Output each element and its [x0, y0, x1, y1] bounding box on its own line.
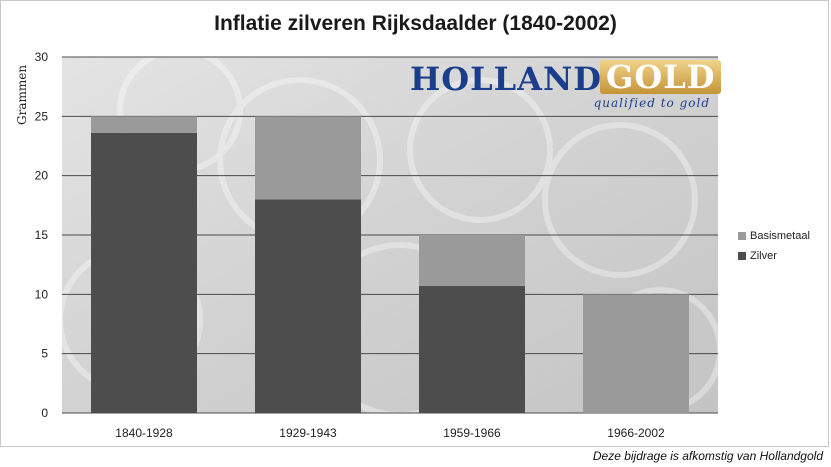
x-tick-label: 1840-1928 [115, 426, 173, 440]
y-tick-label: 15 [35, 228, 49, 242]
legend-label: Basismetaal [750, 230, 810, 242]
y-tick-label: 5 [41, 347, 48, 361]
legend-swatch [738, 252, 746, 260]
legend-swatch [738, 232, 746, 240]
x-tick-label: 1929-1943 [279, 426, 337, 440]
logo-gold-text: GOLD [600, 60, 722, 94]
y-tick-label: 30 [35, 50, 49, 64]
legend-item-basismetaal: Basismetaal [738, 226, 810, 246]
bar-zilver-1959-1966 [419, 286, 525, 413]
legend: Basismetaal Zilver [738, 226, 810, 266]
legend-label: Zilver [750, 250, 777, 262]
chart-title: Inflatie zilveren Rijksdaalder (1840-200… [214, 12, 617, 35]
hollandgold-logo: HOLLAND GOLD qualified to gold [408, 60, 722, 112]
y-tick-label: 20 [35, 169, 49, 183]
y-tick-label: 10 [35, 287, 49, 301]
bar-basismetaal-1840-1928 [91, 116, 197, 133]
y-tick-label: 25 [35, 109, 49, 123]
logo-tagline: qualified to gold [593, 96, 710, 110]
bar-basismetaal-1959-1966 [419, 235, 525, 287]
logo-holland-text: HOLLAND [410, 60, 602, 98]
x-tick-label: 1966-2002 [607, 426, 665, 440]
legend-item-zilver: Zilver [738, 246, 810, 266]
bar-zilver-1840-1928 [91, 132, 197, 414]
bar-basismetaal-1966-2002 [583, 294, 689, 413]
footer-note: Deze bijdrage is afkomstig van Hollandgo… [592, 449, 823, 463]
bar-zilver-1929-1943 [255, 199, 361, 413]
plot-area: 0 5 10 15 20 25 30 1840-1928 1929-1943 1959-1966… [34, 50, 718, 440]
y-tick-label: 0 [41, 406, 48, 420]
bar-basismetaal-1929-1943 [255, 116, 361, 200]
x-tick-label: 1959-1966 [443, 426, 501, 440]
